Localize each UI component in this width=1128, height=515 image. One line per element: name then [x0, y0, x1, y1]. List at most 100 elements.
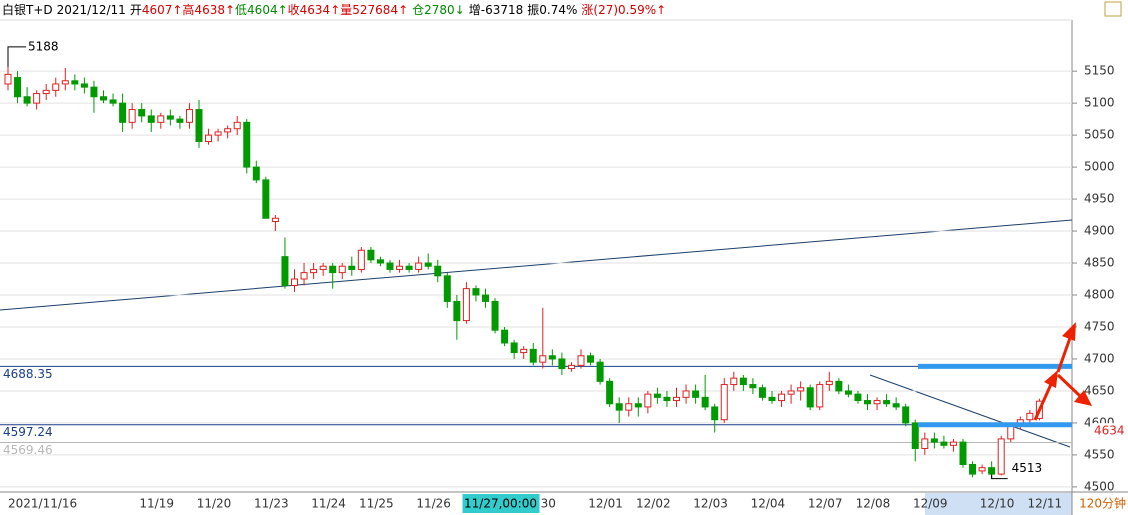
candle-body — [80, 83, 88, 88]
candle-body — [376, 259, 384, 264]
candle-body — [844, 390, 852, 395]
candle-body — [567, 364, 575, 370]
candle-body — [224, 128, 232, 133]
candle-body — [969, 463, 977, 475]
y-tick-label: 4650 — [1084, 383, 1115, 397]
y-tick-label: 5050 — [1084, 128, 1115, 142]
candle-body — [443, 275, 451, 302]
candle-body — [491, 300, 499, 331]
settings-icon[interactable] — [1104, 1, 1122, 17]
candle-body — [185, 109, 193, 123]
candle-body — [615, 403, 623, 411]
candle-body — [682, 390, 690, 398]
candle-body — [529, 348, 537, 363]
x-tick-label: 11/25 — [359, 497, 394, 511]
candle-body — [825, 380, 833, 386]
y-tick-label: 4550 — [1084, 447, 1115, 461]
candle-body — [692, 390, 700, 398]
level-label: 4688.35 — [3, 367, 53, 381]
candle-body — [988, 467, 996, 475]
candle-body — [14, 77, 22, 98]
candle-body — [33, 93, 41, 104]
candle-body — [147, 115, 155, 123]
x-tick-label: 11/24 — [311, 497, 346, 511]
candle-body — [233, 121, 241, 130]
candle-body — [711, 406, 719, 421]
candle-body — [482, 294, 489, 302]
candles — [4, 46, 1043, 479]
header-item: 2780↓ — [424, 3, 465, 17]
header-item: 量 — [340, 3, 352, 17]
header-item: 收 — [288, 3, 300, 17]
candle-body — [42, 89, 50, 95]
candle-body — [701, 396, 709, 408]
header-item: 4604↑ — [247, 3, 288, 17]
candle-body — [816, 384, 824, 408]
candle-body — [205, 134, 213, 143]
x-tick-label: 12/02 — [636, 497, 671, 511]
candle-body — [157, 115, 165, 123]
overlays: 5188 4513 4634 — [7, 39, 1128, 480]
cursor-label-bg — [462, 494, 540, 513]
y-tick-label: 4900 — [1084, 224, 1115, 238]
header-item: 527684↑ — [352, 3, 408, 17]
y-tick-label: 4500 — [1084, 479, 1115, 493]
candle-body — [252, 166, 260, 181]
candle-body — [758, 387, 766, 398]
max-label: 5188 — [28, 39, 59, 53]
candle-body — [472, 288, 480, 296]
candle-body — [730, 377, 738, 386]
candle-body — [243, 121, 251, 168]
last-price-bg — [1090, 423, 1128, 440]
header-item: 振0.74% — [527, 3, 577, 17]
y-tick-label: 5100 — [1084, 96, 1115, 110]
candle-body — [949, 441, 957, 446]
min-leader — [991, 474, 1008, 480]
candle-body — [797, 387, 805, 392]
header-item: 开 — [130, 3, 142, 17]
x-tick-label: 12/10 — [980, 497, 1015, 511]
candle-body — [510, 342, 518, 354]
candle-body — [940, 441, 948, 446]
x-tick-label: 12/01 — [588, 497, 623, 511]
candle-body — [539, 355, 547, 363]
level-label: 4597.24 — [3, 425, 53, 439]
candle-body — [873, 400, 881, 405]
candle-body — [902, 406, 910, 424]
header-item: 白银T+D — [2, 2, 53, 17]
candle-body — [548, 355, 556, 360]
header-item: 4607↑ — [142, 3, 183, 17]
candle-body — [271, 217, 279, 222]
y-tick-label: 4950 — [1084, 192, 1115, 206]
x-tick-label: 30 — [541, 497, 556, 511]
candle-body — [166, 115, 174, 120]
candle-body — [61, 80, 69, 85]
header: 白银T+D 2021/12/11 开4607↑高4638↑低4604↑收4634↑量… — [2, 2, 666, 17]
candle-body — [281, 256, 289, 286]
candle-body — [300, 272, 308, 280]
y-tick-label: 4700 — [1084, 351, 1115, 365]
candle-body — [606, 380, 614, 405]
candle-body — [835, 380, 843, 392]
candle-body — [739, 377, 747, 386]
candle-body — [787, 390, 795, 395]
candle-body — [424, 262, 432, 267]
x-tick-label: 12/11 — [1028, 497, 1063, 511]
candle-body — [501, 329, 509, 344]
candle-body — [291, 278, 298, 286]
candle-body — [415, 262, 423, 270]
candle-body — [214, 131, 222, 136]
x-tick-label: 12/03 — [693, 497, 728, 511]
candle-body — [596, 361, 604, 382]
candle-body — [119, 102, 127, 123]
level-label: 4569.46 — [3, 443, 53, 457]
candle-body — [310, 268, 318, 274]
candle-body — [90, 86, 98, 98]
candle-body — [921, 438, 929, 450]
candle-body — [405, 265, 413, 270]
candle-body — [930, 438, 938, 443]
candle-body — [778, 393, 786, 402]
header-item: 仓 — [412, 3, 424, 17]
candle-body — [71, 80, 79, 85]
